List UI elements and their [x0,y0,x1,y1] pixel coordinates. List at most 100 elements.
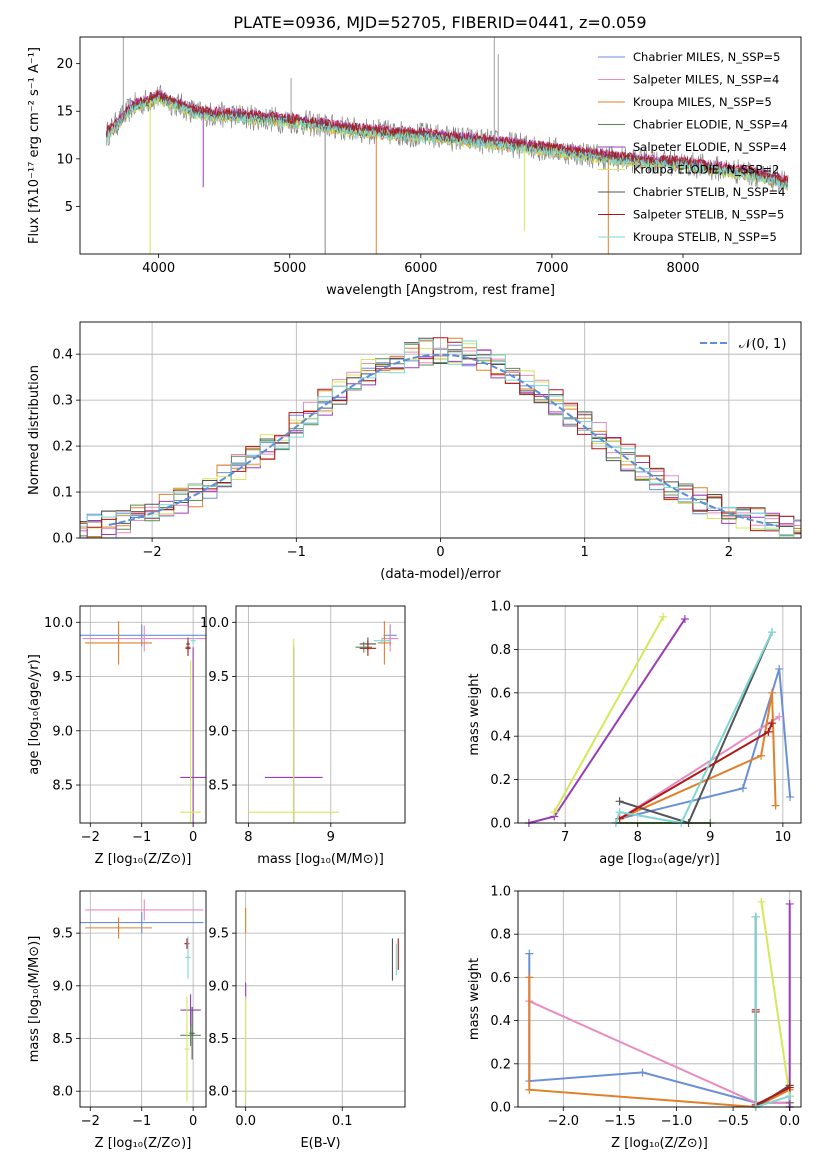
y-axis-label: age [log₁₀(age/yr)] [27,654,42,775]
x-tick-label: −2 [143,545,162,560]
data-point-marker [785,1092,794,1101]
residuals-plot-area [80,337,801,538]
model-spectrum-line [106,89,789,184]
y-tick-label: 8.0 [208,1085,229,1100]
weight_vs_age-panel: 7 8 9 10 0.0 0.2 0.4 0.6 0.8 1.0 age [log₁₀(age/yr… [467,600,802,867]
y-axis-label: Normed distribution [27,365,42,495]
x-tick-label: 9 [327,830,335,845]
y-tick-label: 8.5 [52,1032,73,1047]
mass-weight-line [760,901,791,1097]
residual-histogram [80,347,801,534]
legend-label: Chabrier ELODIE, N_SSP=4 [633,118,788,132]
mass-weight-line [553,616,664,813]
residuals-panel: −2 −1 0 1 2 0.0 0.1 0.2 0.3 0.4 (data-model)/error… [27,321,802,582]
plot-frame [235,890,406,1108]
plot-frame [235,605,406,824]
x-tick-label: −1 [132,830,151,845]
mass-weight-line [528,1000,790,1104]
x-axis-label: E(B-V) [300,1136,340,1151]
x-tick-label: 9 [706,830,714,845]
x-tick-label: 8 [634,830,642,845]
y-tick-label: 9.5 [52,670,73,685]
mass-weight-line [754,916,791,1109]
legend-label: Kroupa MILES, N_SSP=5 [633,95,772,109]
x-axis-label: age [log₁₀(age/yr)] [599,852,720,867]
y-tick-label: 0.6 [490,686,511,701]
data-point-marker [767,688,776,697]
mass_vs_Z-panel: −2 −1 0 8.0 8.5 9.0 9.5 Z [log₁₀(Z/Z⊙)] mass [lo… [27,890,207,1151]
mass-weight-line [615,631,773,825]
y-tick-label: 0.8 [490,928,511,943]
x-axis-label: Z [log₁₀(Z/Z⊙)] [95,852,192,867]
spectrum-plot-area [105,37,789,254]
figure-title: PLATE=0936, MJD=52705, FIBERID=0441, z=0… [233,13,646,32]
mass_vs_Z-plot-area [80,899,204,1102]
x-tick-label: 7 [561,830,569,845]
mass_vs_EBV-panel: 0.0 0.1 8.0 8.5 9.0 9.5 E(B-V) [208,890,406,1151]
data-point-marker [751,912,760,921]
y-tick-label: 0.0 [52,532,73,547]
legend-label: Chabrier MILES, N_SSP=5 [633,50,780,64]
y-tick-label: 9.0 [208,979,229,994]
spectrum-panel: 4000 5000 6000 7000 8000 5 10 15 20 wavelength [A… [27,36,802,298]
y-tick-label: 8.5 [52,779,73,794]
y-tick-label: 5 [65,200,73,215]
model-spectrum-line [105,95,789,190]
data-point-marker [525,1085,534,1094]
y-tick-label: 0.0 [490,817,511,832]
y-tick-label: 0.2 [52,440,73,455]
mass_vs_EBV-plot-area [245,907,399,1102]
age_vs_mass-plot-area [248,621,399,823]
x-tick-label: −0.5 [717,1114,749,1129]
y-tick-label: 9.0 [208,724,229,739]
data-point-marker [525,949,534,958]
x-tick-label: 2 [725,545,733,560]
age_vs_Z-panel: −2 −1 0 8.5 9.0 9.5 10.0 Z [log₁₀(Z/Z⊙)] age [lo… [27,605,207,867]
data-point-marker [786,792,795,801]
x-tick-label: 7000 [535,261,568,276]
residual-histogram [80,343,801,538]
plot-frame [79,36,802,255]
data-point-marker [764,727,773,736]
mass-weight-line [528,977,791,1109]
y-tick-label: 10 [56,152,73,167]
y-tick-label: 0.1 [52,486,73,501]
data-point-marker [771,801,780,810]
mass-weight-line [619,692,777,820]
y-tick-label: 9.5 [52,927,73,942]
model-spectrum-line [105,94,789,190]
x-tick-label: −2 [81,1114,100,1129]
x-tick-label: 0 [189,830,197,845]
mass-weight-line [619,668,792,820]
plot-frame [517,605,802,824]
mass-weight-line [754,916,791,1109]
y-axis-label: mass [log₁₀(M/M⊙)] [27,936,42,1063]
plot-frame [517,890,802,1108]
legend-label: Kroupa STELIB, N_SSP=5 [633,230,777,244]
data-point-marker [767,628,776,637]
x-tick-label: −2.0 [547,1114,579,1129]
x-axis-label: mass [log₁₀(M/M⊙)] [257,852,384,867]
y-axis-label: mass weight [467,673,482,755]
x-tick-label: 0 [189,1114,197,1129]
weight_vs_Z-plot-area [525,897,794,1111]
x-tick-label: 4000 [142,261,175,276]
legend-label: Salpeter MILES, N_SSP=4 [633,73,779,87]
age_vs_Z-plot-area [80,621,206,823]
y-tick-label: 8.5 [208,779,229,794]
data-point-marker [767,719,776,728]
residual-histogram [80,343,801,538]
data-point-marker [738,784,747,793]
y-tick-label: 9.0 [52,724,73,739]
mass-weight-line [528,953,790,1104]
weight_vs_Z-panel: −2.0 −1.5 −1.0 −0.5 0.0 0.0 0.2 0.4 0.6 0.8 1.0 Z [… [467,885,802,1151]
data-point-marker [615,797,624,806]
x-tick-label: 10 [775,830,792,845]
x-tick-label: 6000 [404,261,437,276]
y-tick-label: 20 [56,57,73,72]
plot-frame [79,890,207,1108]
y-tick-label: 1.0 [490,885,511,900]
y-tick-label: 0.8 [490,643,511,658]
x-tick-label: 8000 [666,261,699,276]
